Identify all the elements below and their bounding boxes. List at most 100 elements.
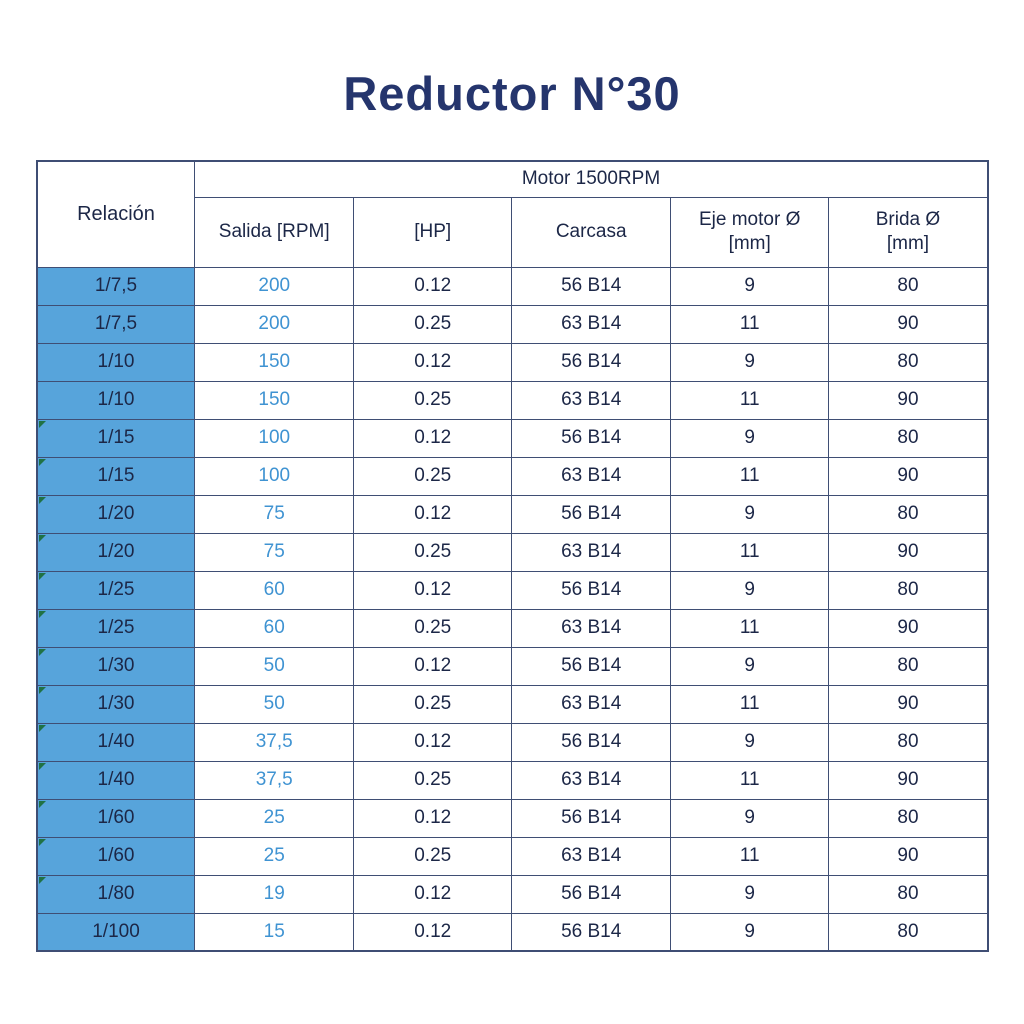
hp-cell: 0.12	[352, 646, 513, 686]
green-corner-marker-icon	[38, 838, 46, 846]
hp-cell: 0.25	[352, 532, 513, 572]
carcasa-cell: 56 B14	[511, 494, 671, 534]
relacion-cell: 1/80	[35, 874, 196, 914]
green-corner-marker-icon	[38, 686, 46, 694]
eje-motor-cell: 9	[669, 646, 830, 686]
green-corner-marker-icon	[38, 800, 46, 808]
hp-cell: 0.25	[352, 456, 513, 496]
relacion-cell: 1/100	[35, 912, 196, 952]
salida-cell: 50	[194, 684, 354, 724]
brida-cell: 90	[828, 304, 988, 344]
brida-cell: 80	[828, 570, 988, 610]
salida-cell: 200	[194, 266, 354, 306]
salida-cell: 50	[194, 646, 354, 686]
carcasa-cell: 56 B14	[511, 798, 671, 838]
relacion-cell: 1/7,5	[35, 266, 196, 306]
salida-cell: 60	[194, 570, 354, 610]
hp-cell: 0.12	[352, 798, 513, 838]
hp-cell: 0.12	[352, 722, 513, 762]
salida-cell: 37,5	[194, 760, 354, 800]
hp-cell: 0.25	[352, 760, 513, 800]
brida-cell: 80	[828, 342, 988, 382]
relacion-cell: 1/60	[35, 798, 196, 838]
brida-cell: 90	[828, 456, 988, 496]
salida-cell: 60	[194, 608, 354, 648]
salida-cell: 100	[194, 456, 354, 496]
table-row: 1/60 25 0.25 63 B14 11 90	[35, 836, 988, 876]
relacion-cell: 1/30	[35, 684, 196, 724]
brida-cell: 90	[828, 380, 988, 420]
table-row: 1/15 100 0.25 63 B14 11 90	[35, 456, 988, 496]
column-header-hp: [HP]	[352, 196, 513, 268]
eje-motor-cell: 9	[669, 494, 830, 534]
carcasa-cell: 63 B14	[511, 608, 671, 648]
salida-cell: 37,5	[194, 722, 354, 762]
eje-motor-cell: 9	[669, 266, 830, 306]
brida-cell: 80	[828, 912, 988, 952]
hp-cell: 0.12	[352, 418, 513, 458]
table-row: 1/30 50 0.25 63 B14 11 90	[35, 684, 988, 724]
hp-cell: 0.12	[352, 342, 513, 382]
eje-motor-cell: 11	[669, 684, 830, 724]
carcasa-cell: 63 B14	[511, 760, 671, 800]
table-row: 1/10 150 0.12 56 B14 9 80	[35, 342, 988, 382]
table-row: 1/7,5 200 0.12 56 B14 9 80	[35, 266, 988, 306]
relacion-cell: 1/40	[35, 760, 196, 800]
column-header-relacion: Relación	[35, 160, 196, 268]
green-corner-marker-icon	[38, 458, 46, 466]
carcasa-cell: 63 B14	[511, 684, 671, 724]
brida-cell: 80	[828, 418, 988, 458]
carcasa-cell: 56 B14	[511, 874, 671, 914]
column-header-carcasa: Carcasa	[511, 196, 671, 268]
salida-cell: 15	[194, 912, 354, 952]
sub-header-row: Salida [RPM] [HP] Carcasa Eje motor Ø [mm…	[37, 196, 988, 268]
salida-cell: 200	[194, 304, 354, 344]
hp-cell: 0.25	[352, 684, 513, 724]
eje-motor-cell: 11	[669, 836, 830, 876]
table-row: 1/100 15 0.12 56 B14 9 80	[35, 912, 988, 952]
green-corner-marker-icon	[38, 496, 46, 504]
eje-motor-cell: 11	[669, 456, 830, 496]
eje-motor-cell: 11	[669, 380, 830, 420]
salida-cell: 25	[194, 836, 354, 876]
relacion-cell: 1/40	[35, 722, 196, 762]
table-row: 1/25 60 0.25 63 B14 11 90	[35, 608, 988, 648]
brida-cell: 90	[828, 760, 988, 800]
hp-cell: 0.12	[352, 494, 513, 534]
brida-cell: 90	[828, 836, 988, 876]
relacion-cell: 1/15	[35, 456, 196, 496]
brida-cell: 80	[828, 722, 988, 762]
column-header-brida: Brida Ø [mm]	[828, 196, 988, 268]
table-row: 1/15 100 0.12 56 B14 9 80	[35, 418, 988, 458]
hp-cell: 0.25	[352, 380, 513, 420]
salida-cell: 100	[194, 418, 354, 458]
relacion-cell: 1/20	[35, 532, 196, 572]
table-row: 1/40 37,5 0.12 56 B14 9 80	[35, 722, 988, 762]
eje-motor-cell: 11	[669, 304, 830, 344]
hp-cell: 0.25	[352, 608, 513, 648]
eje-motor-cell: 11	[669, 532, 830, 572]
table-row: 1/80 19 0.12 56 B14 9 80	[35, 874, 988, 914]
green-corner-marker-icon	[38, 534, 46, 542]
hp-cell: 0.12	[352, 266, 513, 306]
reductor-spec-table: Relación Motor 1500RPM Salida [RPM] [HP]…	[35, 160, 989, 952]
relacion-cell: 1/30	[35, 646, 196, 686]
table-row: 1/7,5 200 0.25 63 B14 11 90	[35, 304, 988, 344]
green-corner-marker-icon	[38, 648, 46, 656]
carcasa-cell: 56 B14	[511, 342, 671, 382]
carcasa-cell: 56 B14	[511, 418, 671, 458]
column-header-eje-motor: Eje motor Ø [mm]	[669, 196, 830, 268]
brida-cell: 80	[828, 798, 988, 838]
carcasa-cell: 56 B14	[511, 912, 671, 952]
table-row: 1/10 150 0.25 63 B14 11 90	[35, 380, 988, 420]
hp-cell: 0.12	[352, 570, 513, 610]
table-row: 1/60 25 0.12 56 B14 9 80	[35, 798, 988, 838]
relacion-cell: 1/60	[35, 836, 196, 876]
eje-motor-cell: 9	[669, 722, 830, 762]
carcasa-cell: 63 B14	[511, 532, 671, 572]
carcasa-cell: 56 B14	[511, 266, 671, 306]
carcasa-cell: 63 B14	[511, 304, 671, 344]
relacion-cell: 1/7,5	[35, 304, 196, 344]
hp-cell: 0.25	[352, 304, 513, 344]
green-corner-marker-icon	[38, 762, 46, 770]
